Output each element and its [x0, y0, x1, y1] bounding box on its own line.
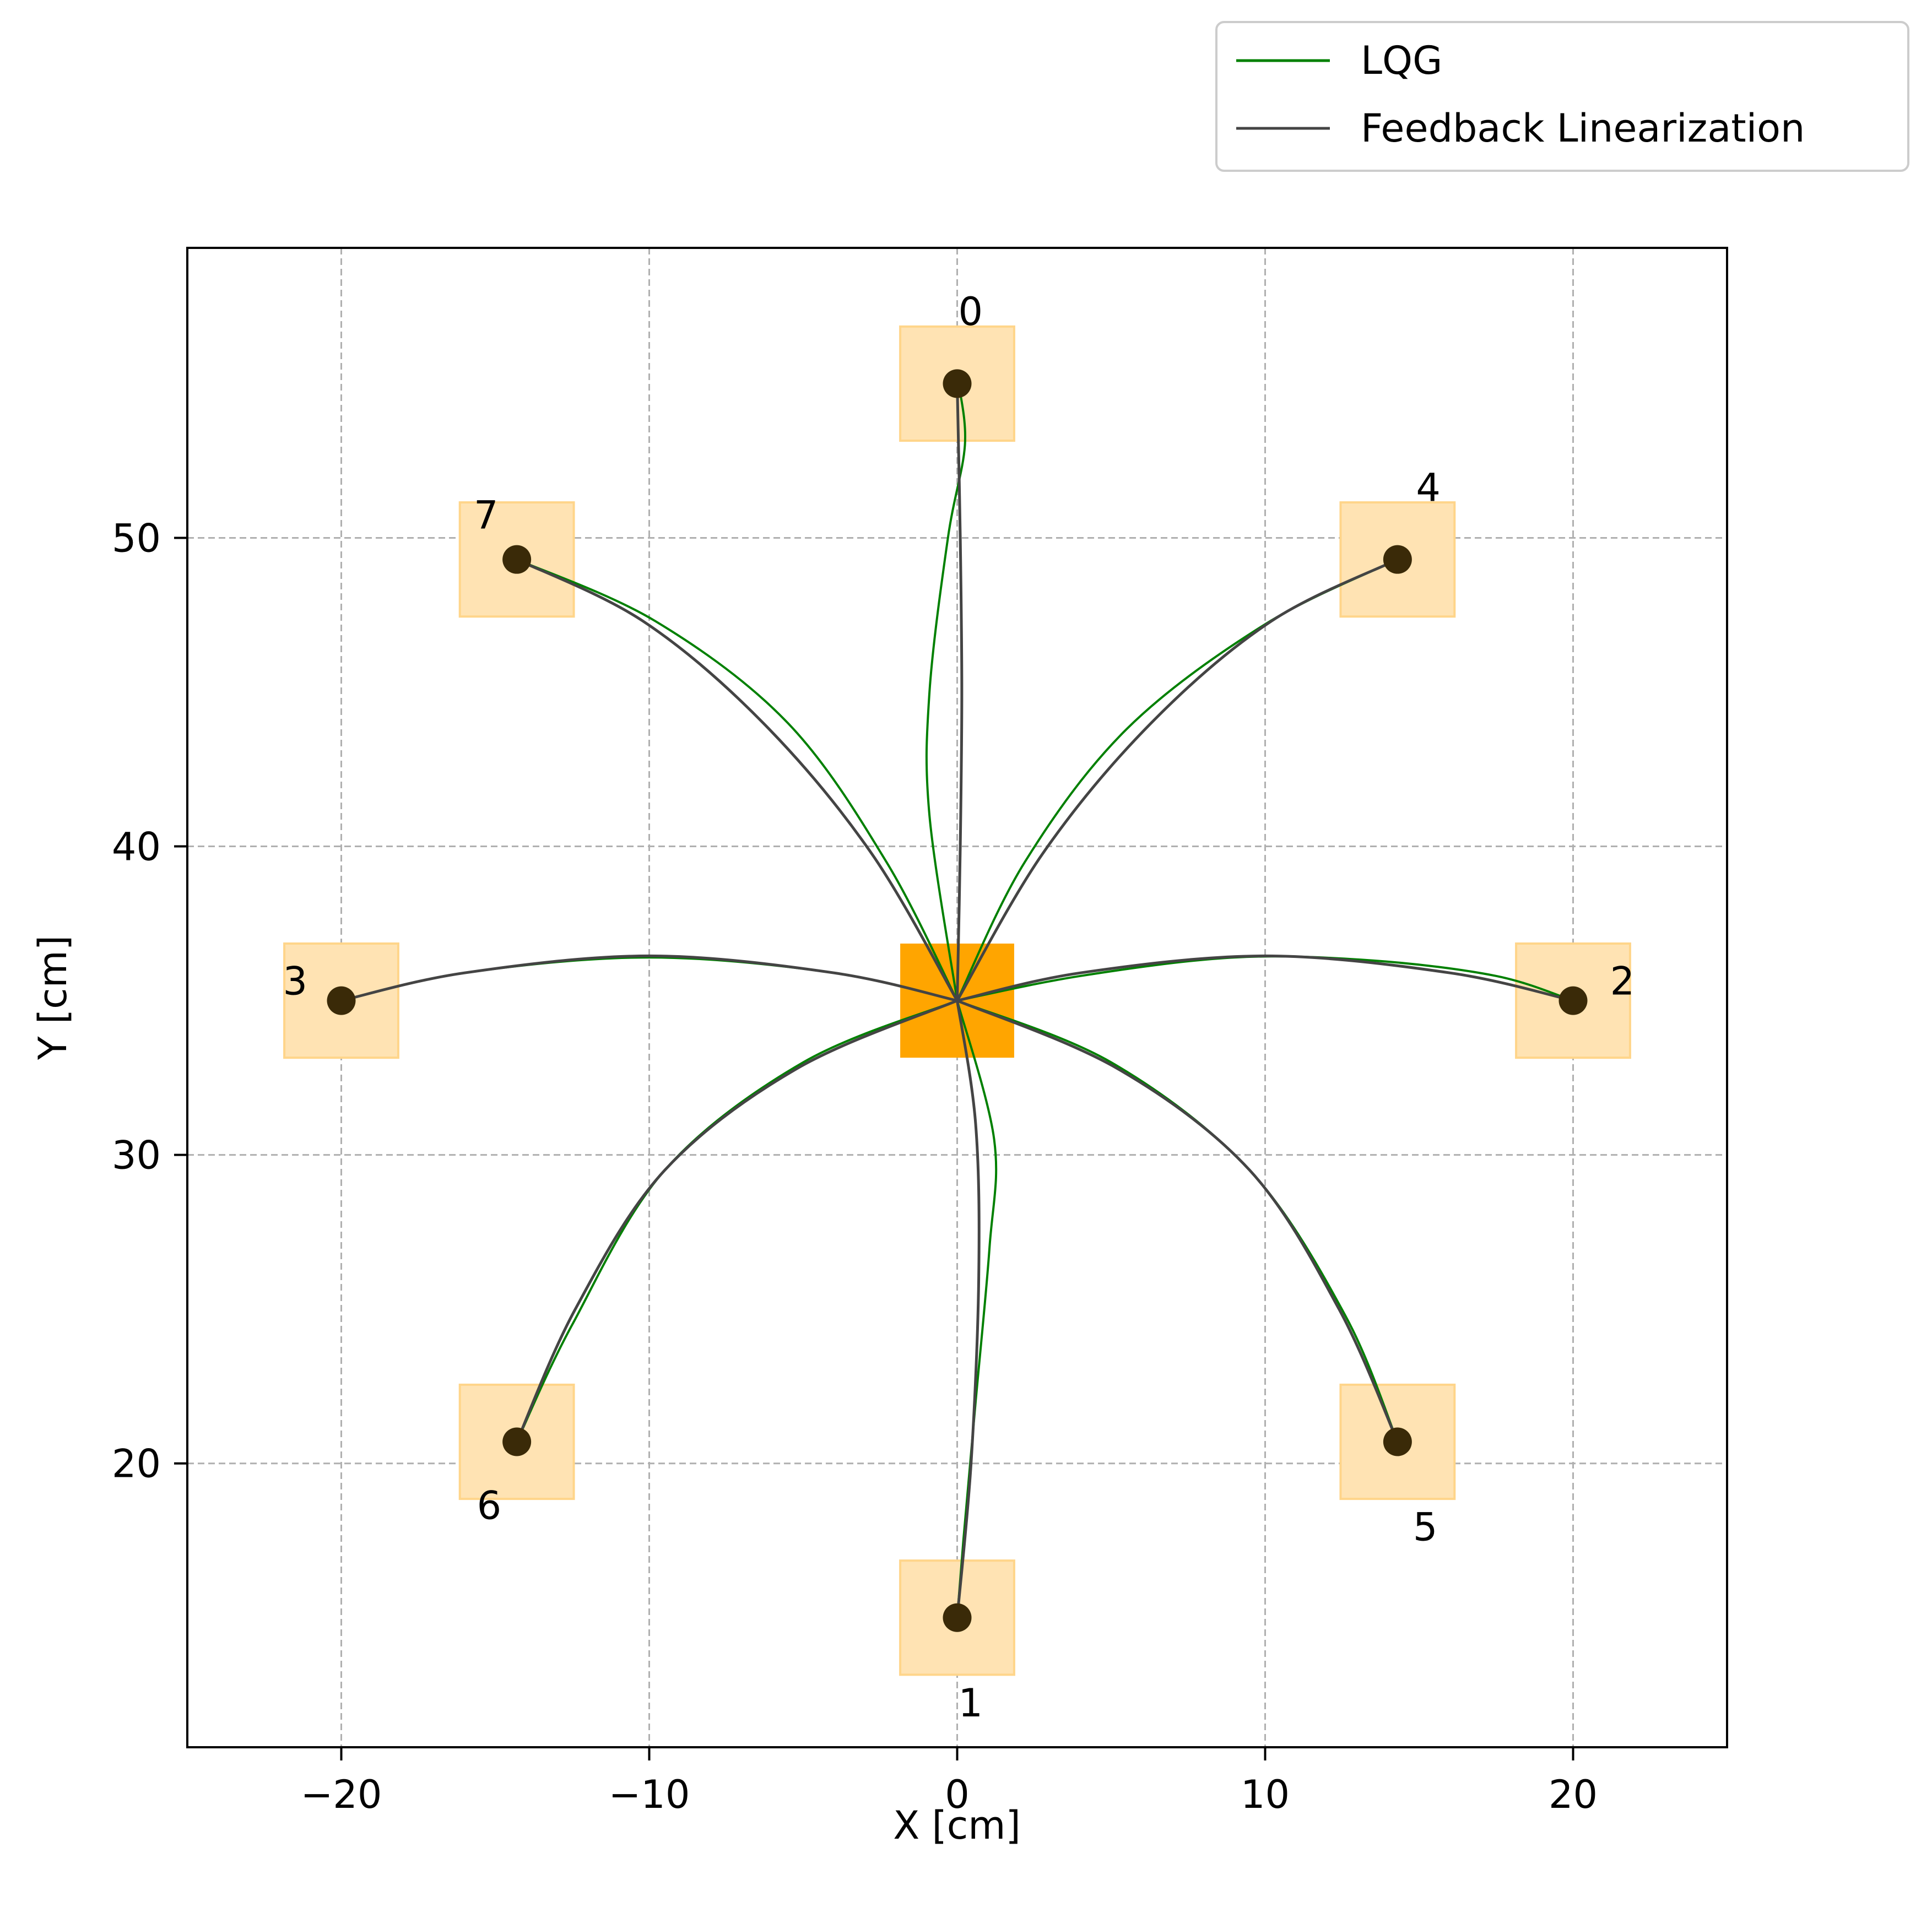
target-label-1: 1 [959, 1681, 983, 1726]
target-marker-4 [1383, 545, 1412, 574]
target-marker-3 [327, 986, 356, 1015]
y-tick-label-1: 30 [112, 1133, 161, 1178]
x-axis: −20 −10 0 10 20 [301, 1747, 1598, 1817]
target-label-4: 4 [1416, 465, 1441, 510]
trajectory-lqg-0 [925, 382, 967, 1002]
target-marker-6 [502, 1427, 532, 1456]
y-axis-label: Y [cm] [30, 935, 75, 1060]
target-labels: 0 1 2 3 4 5 6 7 [283, 289, 1635, 1726]
trajectory-feedback-linearization-1 [956, 999, 981, 1619]
target-marker-7 [502, 545, 532, 574]
target-label-3: 3 [283, 958, 307, 1004]
target-label-0: 0 [959, 289, 983, 334]
y-tick-label-3: 50 [112, 516, 161, 561]
y-tick-label-0: 20 [112, 1442, 161, 1487]
legend: LQG Feedback Linearization [1215, 21, 1909, 172]
y-axis: 20 30 40 50 [112, 516, 187, 1487]
trajectory-feedback-linearization-0 [956, 382, 964, 1003]
target-markers [327, 369, 1588, 1632]
trajectory-feedback-linearization-5 [956, 999, 1399, 1443]
target-label-6: 6 [477, 1483, 502, 1529]
trajectory-lines [340, 382, 1574, 1619]
x-axis-label: X [cm] [893, 1803, 1021, 1848]
x-tick-label-4: 20 [1549, 1772, 1598, 1817]
y-tick-label-2: 40 [112, 825, 161, 870]
target-label-5: 5 [1413, 1505, 1438, 1550]
trajectory-feedback-linearization-4 [956, 558, 1399, 1003]
legend-frame [1215, 21, 1909, 172]
target-marker-0 [943, 369, 972, 398]
trajectory-lqg-7 [516, 558, 959, 1002]
legend-label-feedback-linearization: Feedback Linearization [1361, 106, 1805, 151]
legend-label-lqg: LQG [1361, 38, 1442, 83]
target-marker-5 [1383, 1427, 1412, 1456]
x-tick-label-1: −10 [609, 1772, 690, 1817]
x-tick-label-3: 10 [1241, 1772, 1290, 1817]
plot-area: 0 1 2 3 4 5 6 7 [186, 247, 1728, 1748]
target-label-7: 7 [474, 493, 499, 538]
trajectory-feedback-linearization-2 [956, 954, 1574, 1003]
trajectory-feedback-linearization-6 [515, 999, 959, 1443]
x-tick-label-2: 0 [945, 1772, 970, 1817]
target-marker-2 [1558, 986, 1588, 1015]
target-label-2: 2 [1610, 958, 1635, 1004]
trajectory-feedback-linearization-3 [340, 954, 959, 1003]
trajectory-feedback-linearization-7 [515, 558, 959, 1003]
x-tick-label-0: −20 [301, 1772, 382, 1817]
target-marker-1 [943, 1603, 972, 1632]
